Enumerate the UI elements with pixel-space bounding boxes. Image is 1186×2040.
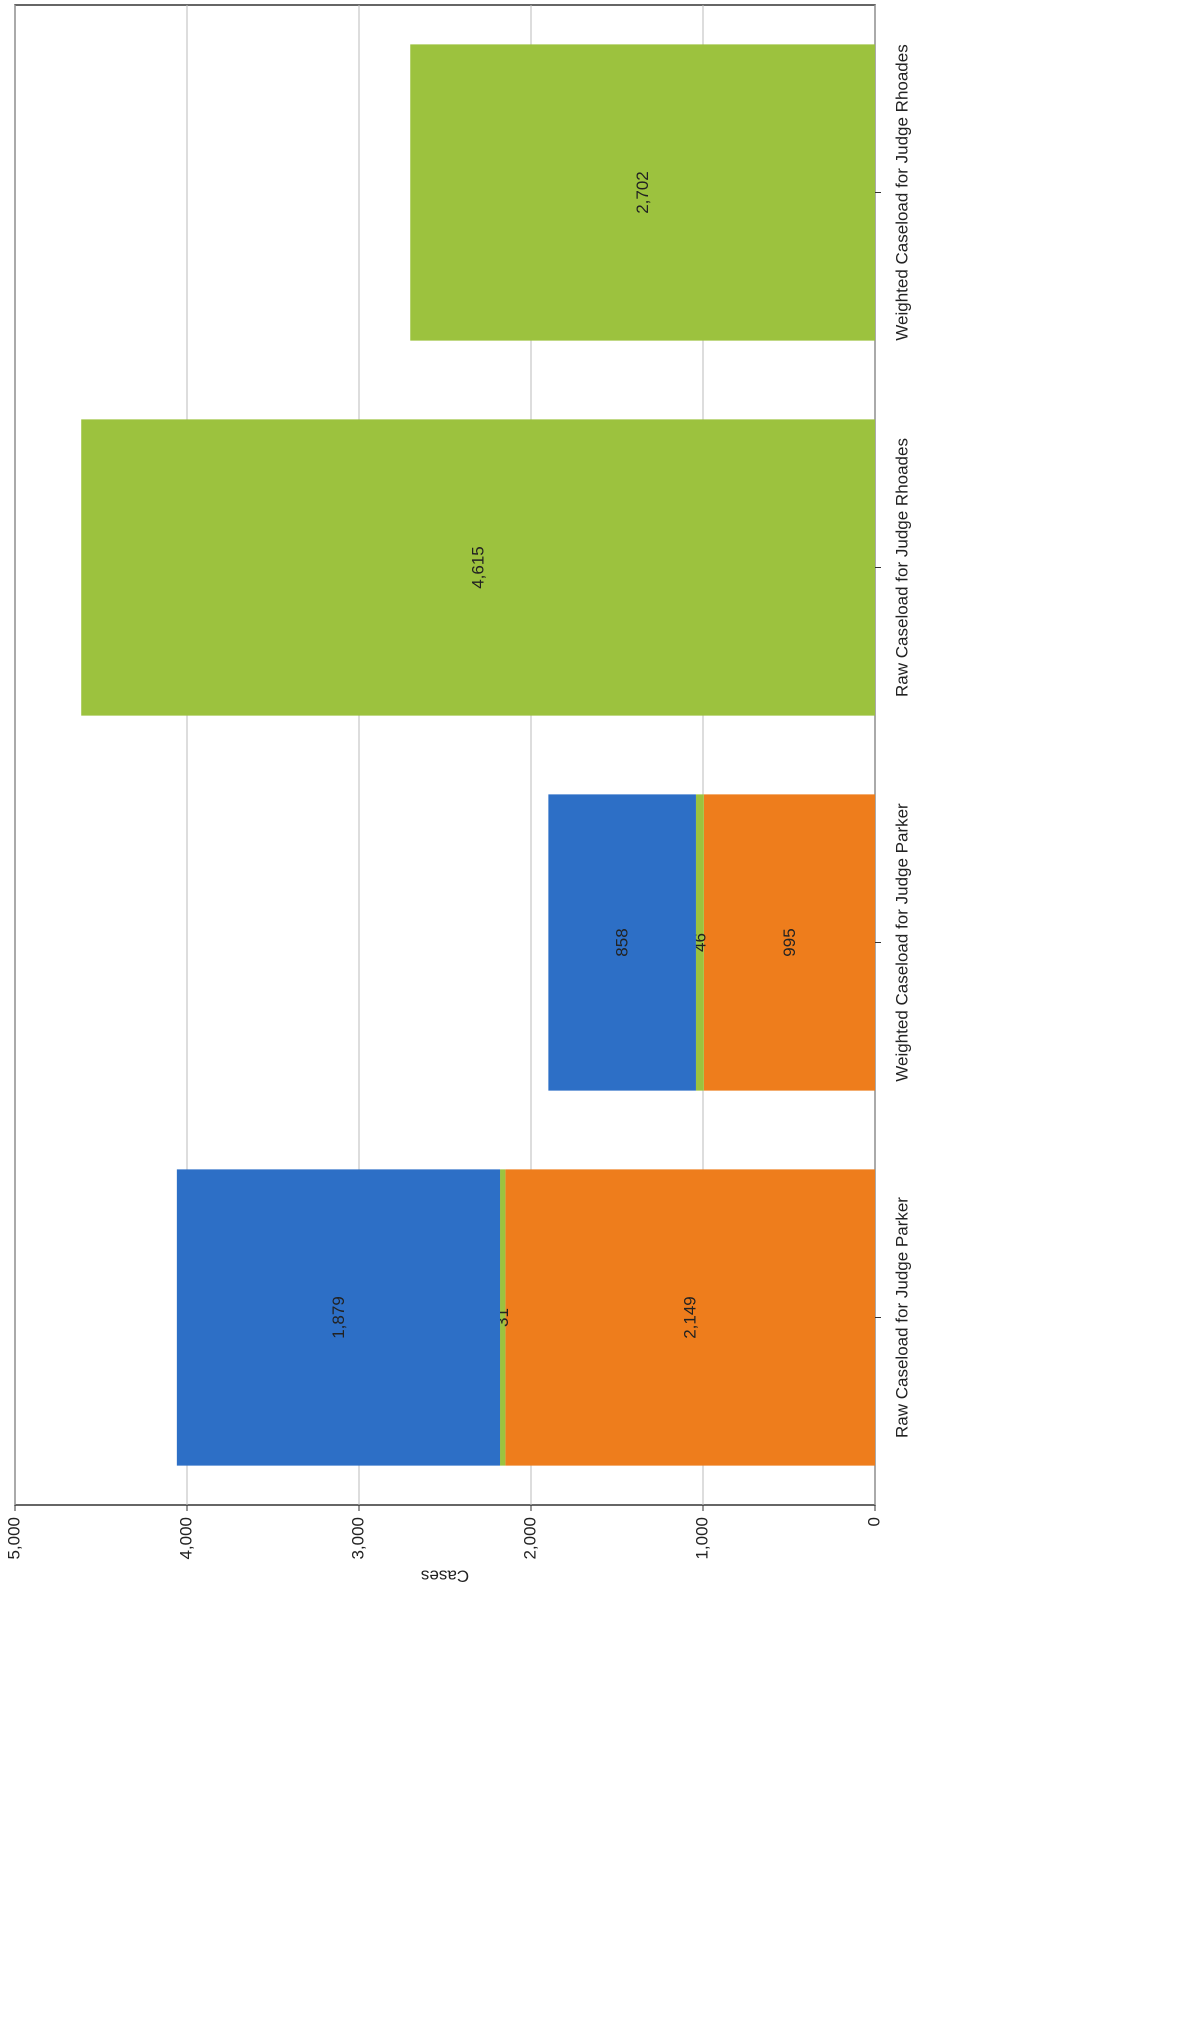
data-label: 858	[613, 928, 632, 956]
y-tick-label: 0	[864, 1517, 883, 1526]
y-tick-label: 2,000	[520, 1517, 539, 1560]
y-tick-label: 5,000	[4, 1517, 23, 1560]
x-tick-label: Raw Caseload for Judge Parker	[892, 1197, 911, 1438]
bar-segment	[695, 794, 704, 1091]
data-label: 2,702	[633, 171, 652, 214]
bar-segment	[703, 794, 875, 1091]
bar-segment	[81, 419, 876, 716]
data-label: 1,879	[329, 1296, 348, 1339]
bar-segment	[548, 794, 696, 1091]
bar-segment	[500, 1169, 506, 1466]
bar-segment	[410, 44, 875, 341]
bar-segment	[505, 1169, 875, 1466]
x-tick-label: Weighted Caseload for Judge Parker	[892, 803, 911, 1082]
data-label: 4,615	[469, 546, 488, 589]
y-tick-label: 3,000	[348, 1517, 367, 1560]
axis-title: Cases	[421, 1567, 469, 1586]
bar-segment	[176, 1169, 501, 1466]
x-tick-label: Weighted Caseload for Judge Rhoades	[892, 44, 911, 340]
y-tick-label: 4,000	[176, 1517, 195, 1560]
x-tick-label: Raw Caseload for Judge Rhoades	[892, 438, 911, 697]
y-tick-label: 1,000	[692, 1517, 711, 1560]
data-label: 2,149	[681, 1296, 700, 1339]
data-label: 995	[780, 928, 799, 956]
